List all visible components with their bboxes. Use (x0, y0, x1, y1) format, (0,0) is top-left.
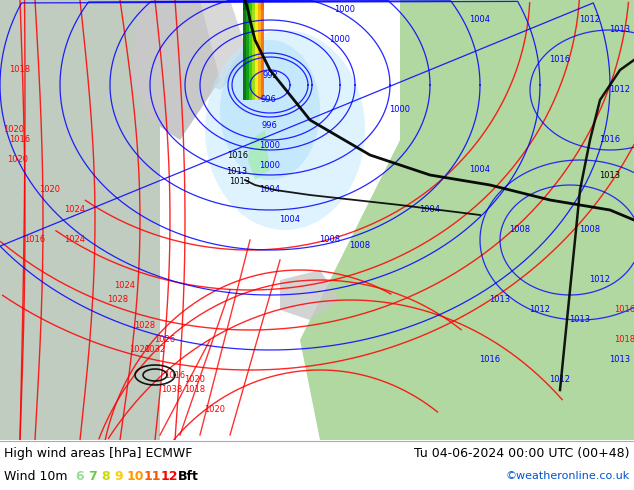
Text: 1028: 1028 (107, 295, 129, 304)
Text: 6: 6 (75, 469, 84, 483)
Polygon shape (261, 10, 264, 100)
Text: 9: 9 (114, 469, 122, 483)
Text: 11: 11 (144, 469, 162, 483)
Text: 1024: 1024 (115, 280, 136, 290)
Text: 1013: 1013 (226, 168, 247, 176)
Text: 1016: 1016 (550, 55, 571, 65)
Text: 1000: 1000 (335, 5, 356, 15)
Text: 992: 992 (262, 71, 278, 79)
Text: 1016: 1016 (228, 150, 249, 160)
Text: 1018: 1018 (614, 336, 634, 344)
Text: 1016: 1016 (164, 370, 186, 379)
Text: 1024: 1024 (65, 205, 86, 215)
Text: 1020: 1020 (129, 345, 150, 354)
Text: 1000: 1000 (259, 141, 280, 149)
Text: 1008: 1008 (349, 241, 370, 249)
Text: 1016: 1016 (614, 305, 634, 315)
Polygon shape (255, 10, 257, 100)
Text: 1004: 1004 (280, 216, 301, 224)
Text: 1012: 1012 (609, 85, 630, 95)
Polygon shape (261, 0, 264, 10)
Polygon shape (258, 10, 261, 100)
Text: 1004: 1004 (259, 186, 280, 195)
Ellipse shape (205, 30, 365, 230)
Text: 7: 7 (88, 469, 97, 483)
Text: Wind 10m: Wind 10m (4, 469, 67, 483)
Polygon shape (252, 10, 254, 100)
Polygon shape (248, 130, 270, 180)
Text: 1004: 1004 (420, 205, 441, 215)
Polygon shape (252, 0, 255, 10)
Text: 1013: 1013 (230, 177, 250, 187)
Text: 1012: 1012 (529, 305, 550, 315)
Text: Bft: Bft (178, 469, 199, 483)
Text: 1018: 1018 (10, 66, 30, 74)
Text: 1008: 1008 (320, 236, 340, 245)
Text: 1016: 1016 (25, 236, 46, 245)
Text: 1016: 1016 (599, 136, 621, 145)
Text: 1038: 1038 (162, 386, 183, 394)
Polygon shape (255, 0, 258, 10)
Text: 1000: 1000 (330, 35, 351, 45)
Polygon shape (130, 0, 220, 140)
Text: 996: 996 (260, 96, 276, 104)
Text: 1018: 1018 (184, 386, 205, 394)
Polygon shape (170, 0, 250, 90)
Text: 1020: 1020 (184, 375, 205, 385)
Text: 1012: 1012 (579, 16, 600, 24)
Text: 1028: 1028 (134, 320, 155, 329)
Text: 1004: 1004 (470, 166, 491, 174)
Text: 1012: 1012 (550, 375, 571, 385)
Polygon shape (0, 0, 160, 440)
Text: 1016: 1016 (479, 356, 501, 365)
Polygon shape (258, 0, 261, 10)
Text: 1013: 1013 (569, 316, 590, 324)
Text: 1013: 1013 (489, 295, 510, 304)
Text: 1032: 1032 (145, 345, 165, 354)
Text: 1016: 1016 (10, 136, 30, 145)
Text: 12: 12 (161, 469, 179, 483)
Text: 996: 996 (261, 121, 277, 129)
Polygon shape (246, 10, 249, 100)
Text: 1020: 1020 (205, 406, 226, 415)
Ellipse shape (220, 40, 320, 180)
Text: 1008: 1008 (510, 225, 531, 235)
Text: 10: 10 (127, 469, 145, 483)
Text: Tu 04-06-2024 00:00 UTC (00+48): Tu 04-06-2024 00:00 UTC (00+48) (415, 447, 630, 461)
Text: 1000: 1000 (389, 105, 410, 115)
Text: 1000: 1000 (259, 161, 280, 170)
Polygon shape (280, 270, 340, 320)
Polygon shape (300, 0, 634, 440)
Text: 1012: 1012 (590, 275, 611, 285)
Text: 1004: 1004 (470, 16, 491, 24)
Text: 1020: 1020 (4, 125, 25, 134)
Polygon shape (243, 0, 246, 10)
Text: 1026: 1026 (155, 336, 176, 344)
Polygon shape (246, 0, 249, 10)
Text: ©weatheronline.co.uk: ©weatheronline.co.uk (506, 471, 630, 481)
Text: 1024: 1024 (65, 236, 86, 245)
Text: 1013: 1013 (609, 356, 631, 365)
Text: 1013: 1013 (599, 171, 621, 179)
Text: 1020: 1020 (39, 186, 60, 195)
Text: 1013: 1013 (609, 25, 631, 34)
Polygon shape (249, 0, 252, 10)
Text: 1008: 1008 (579, 225, 600, 235)
Text: High wind areas [hPa] ECMWF: High wind areas [hPa] ECMWF (4, 447, 192, 461)
Polygon shape (243, 10, 245, 100)
Text: 8: 8 (101, 469, 110, 483)
Text: 1020: 1020 (8, 155, 29, 165)
Polygon shape (249, 10, 252, 100)
